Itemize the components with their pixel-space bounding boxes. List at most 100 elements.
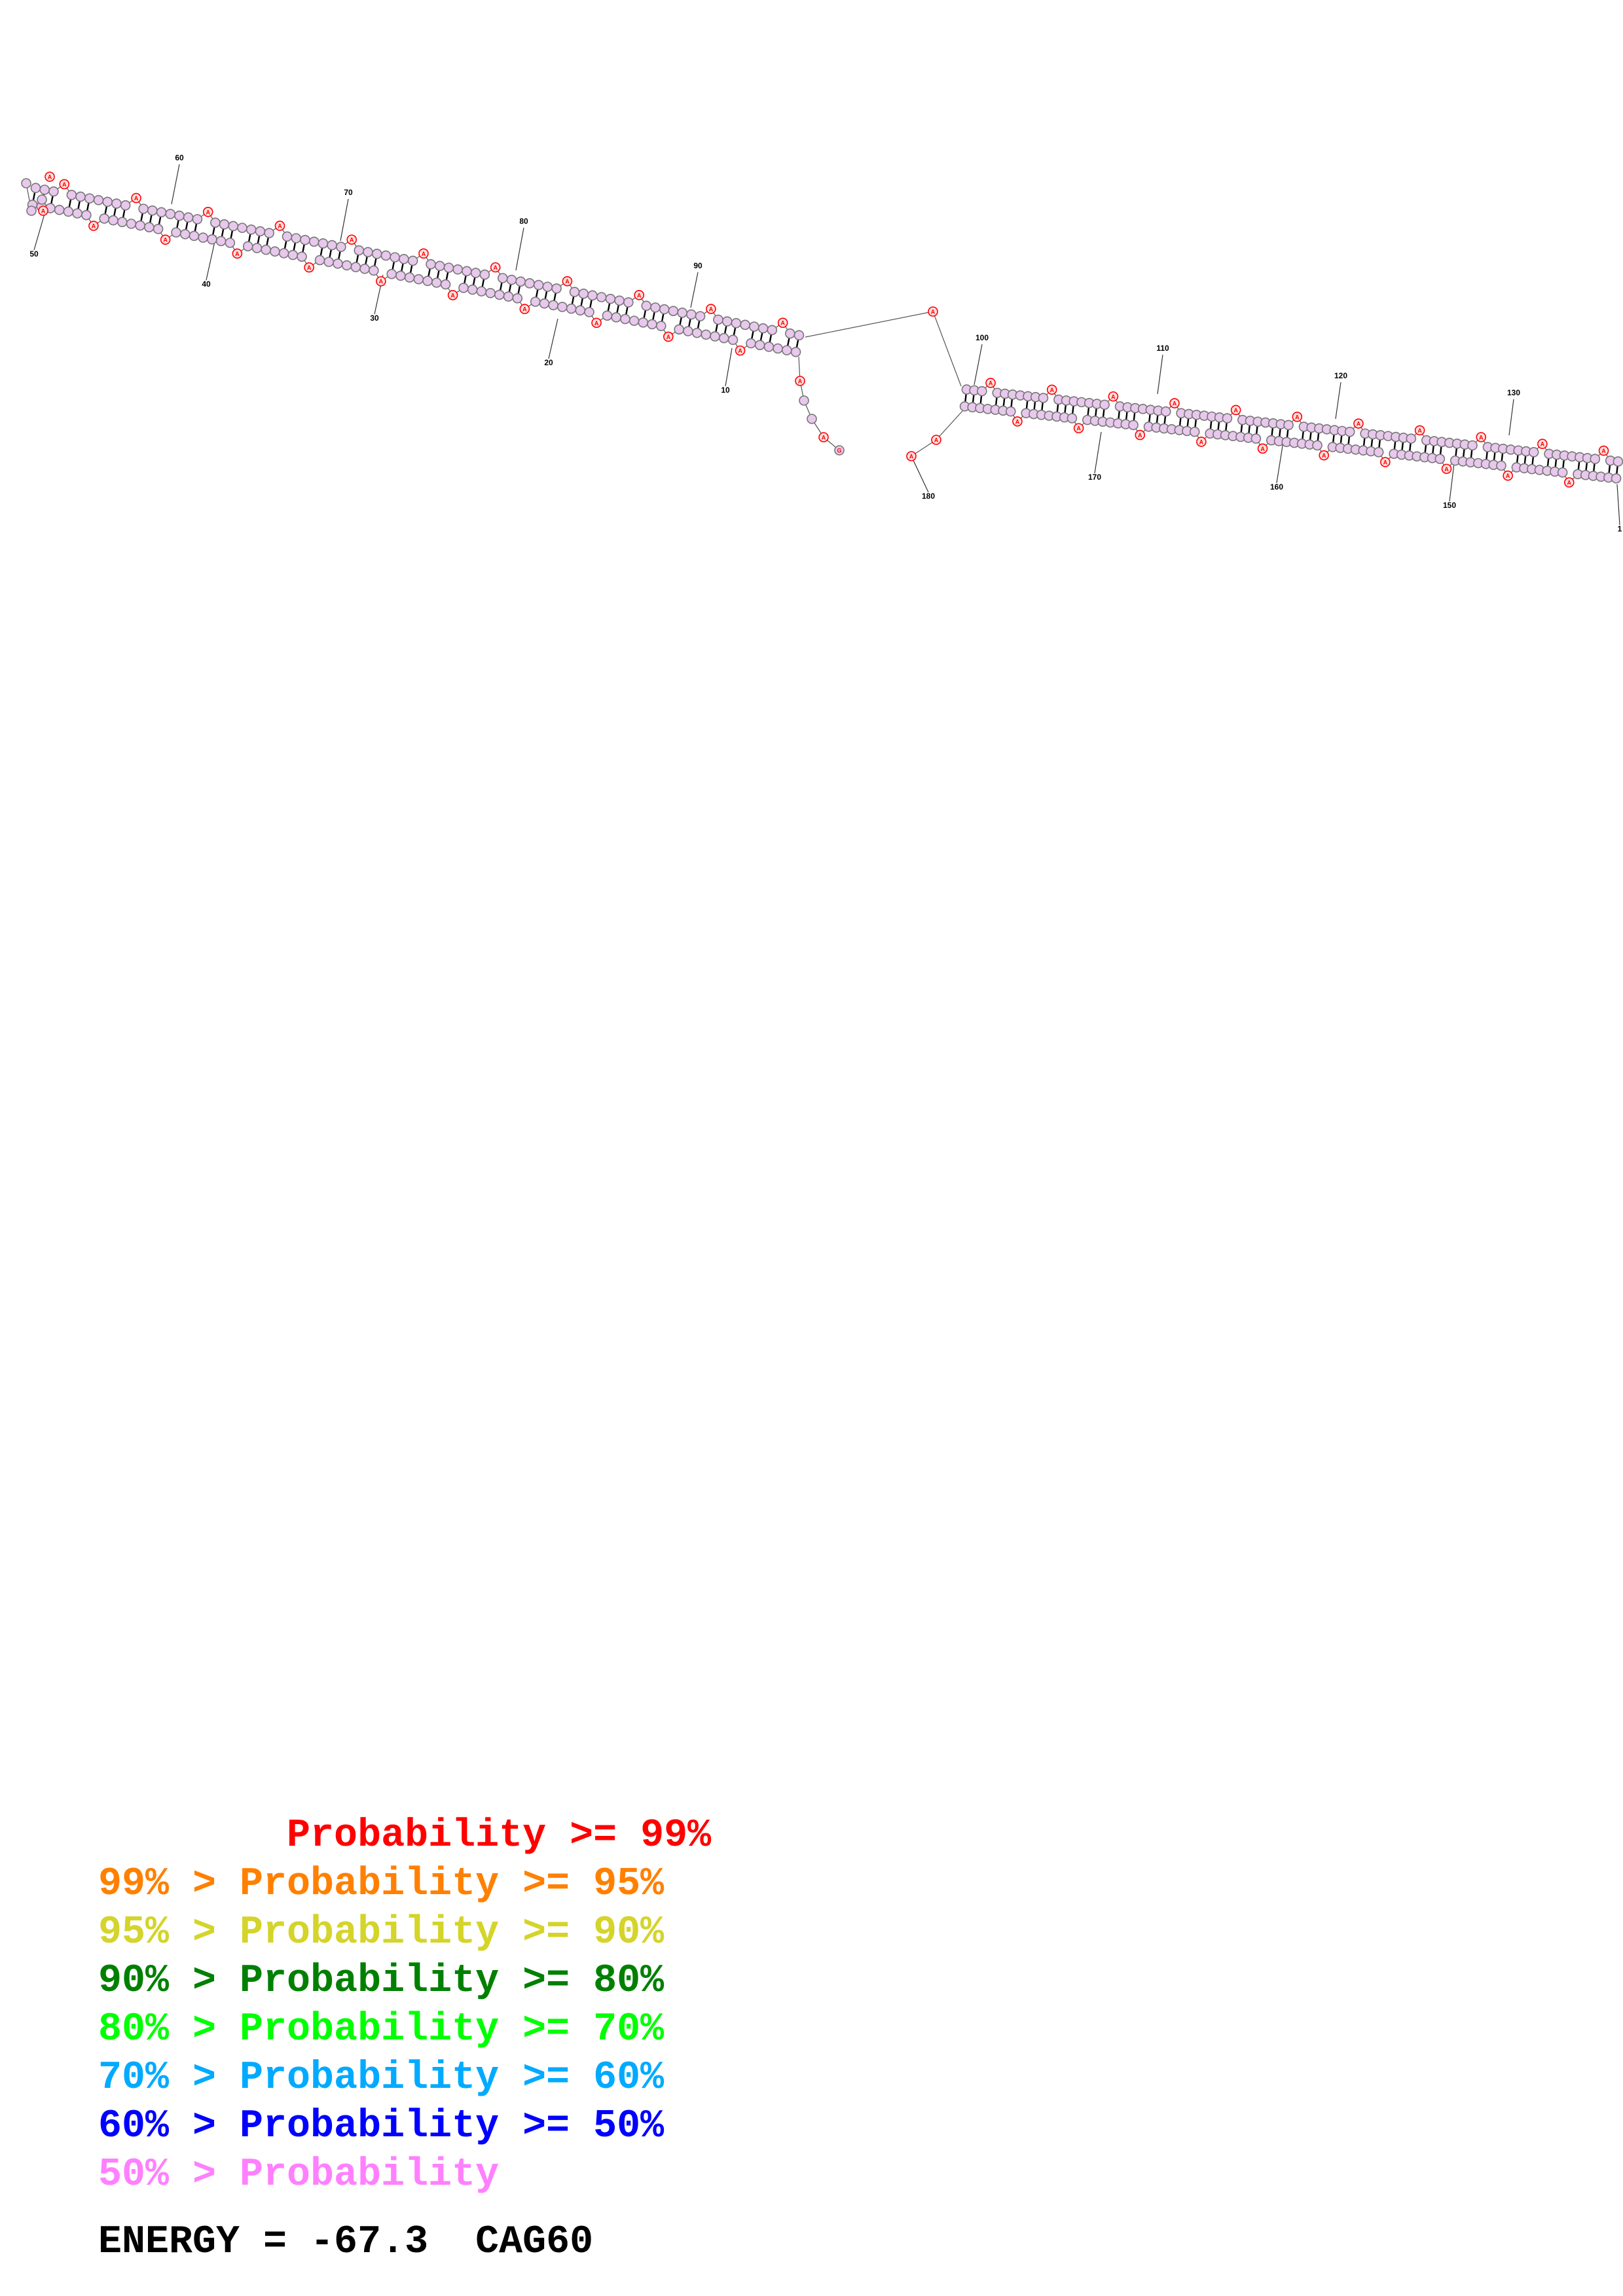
nucleotide-letter: A: [1322, 452, 1326, 459]
paired-nucleotide: [1373, 447, 1384, 457]
nucleotide-letter: A: [1138, 432, 1142, 439]
paired-nucleotide: [300, 234, 310, 245]
tick-line: [1335, 382, 1341, 420]
nucleotide-letter: A: [738, 348, 742, 354]
paired-nucleotide: [341, 260, 352, 271]
nucleotide-letter: A: [92, 223, 96, 230]
nucleotide-letter: A: [1015, 418, 1020, 425]
paired-nucleotide: [566, 303, 577, 314]
paired-nucleotide: [782, 345, 792, 355]
unpaired-nucleotide: [1108, 391, 1119, 402]
tick-line: [33, 209, 46, 251]
paired-nucleotide: [399, 253, 409, 264]
paired-nucleotide: [219, 219, 230, 230]
position-label: 60: [175, 153, 184, 162]
paired-nucleotide: [179, 228, 191, 240]
nucleotide-letter: A: [422, 251, 426, 257]
unpaired-nucleotide: [232, 248, 243, 259]
paired-nucleotide: [807, 414, 817, 424]
unpaired-nucleotide: [1292, 412, 1303, 422]
nucleotide-letter: A: [989, 380, 993, 387]
paired-nucleotide: [611, 312, 621, 323]
paired-nucleotide: [99, 213, 110, 224]
paired-nucleotide: [533, 279, 544, 291]
paired-nucleotide: [551, 283, 562, 294]
linker-segment: [805, 311, 934, 338]
position-label: 50: [29, 249, 39, 259]
position-label: 70: [344, 188, 353, 197]
unpaired-nucleotide: [1353, 418, 1364, 429]
nucleotide-letter: A: [1233, 407, 1238, 414]
paired-nucleotide: [93, 194, 104, 206]
energy-label: ENERGY = -67.3 CAG60: [98, 2220, 594, 2265]
paired-nucleotide: [515, 276, 526, 287]
unpaired-nucleotide: [777, 317, 788, 328]
paired-nucleotide: [165, 209, 176, 219]
position-label: 170: [1088, 473, 1101, 482]
nucleotide-letter: A: [1567, 480, 1572, 486]
paired-nucleotide: [710, 331, 720, 342]
paired-nucleotide: [1222, 413, 1233, 423]
paired-nucleotide: [799, 395, 809, 406]
nucleotide-letter: A: [1111, 393, 1116, 400]
legend-item: 60% > Probability >= 50%: [98, 2104, 665, 2149]
paired-nucleotide: [641, 300, 652, 312]
paired-nucleotide: [297, 251, 307, 262]
unpaired-nucleotide: [160, 234, 171, 245]
unpaired-nucleotide: [1598, 445, 1609, 456]
tick-line: [690, 272, 699, 308]
nucleotide-letter: A: [666, 334, 671, 340]
paired-nucleotide: [30, 183, 41, 194]
paired-nucleotide: [413, 274, 424, 285]
nucleotide-letter: A: [62, 181, 67, 188]
paired-nucleotide: [623, 297, 634, 308]
paired-nucleotide: [539, 298, 550, 309]
paired-nucleotide: [369, 265, 379, 276]
tick-line: [911, 456, 929, 493]
nucleotide-letter: A: [206, 209, 211, 215]
paired-nucleotide: [443, 262, 454, 273]
nucleotide-letter: A: [278, 223, 282, 229]
paired-nucleotide: [1312, 440, 1322, 451]
paired-nucleotide: [336, 242, 346, 253]
nucleotide-letter: A: [1076, 425, 1081, 432]
paired-nucleotide: [1611, 473, 1622, 484]
tick-line: [171, 164, 180, 205]
nucleotide-letter: A: [822, 435, 826, 441]
nucleotide-letter: A: [1506, 473, 1510, 479]
paired-nucleotide: [695, 311, 706, 321]
unpaired-nucleotide: [1046, 384, 1057, 395]
paired-nucleotide: [246, 224, 257, 235]
tick-line: [1508, 399, 1514, 436]
nucleotide-letter: G: [837, 448, 841, 454]
nucleotide-letter: A: [48, 174, 52, 181]
tick-line: [515, 227, 524, 271]
paired-nucleotide: [1250, 433, 1262, 444]
nucleotide-letter: A: [379, 278, 384, 285]
position-labels: 10 20 30 40 50 60 70 80 90 100 110 120 130 150 160 170 1…: [29, 153, 1622, 533]
nucleotide-letter: A: [565, 278, 570, 285]
paired-nucleotide: [54, 204, 65, 215]
paired-nucleotide: [746, 338, 756, 349]
nucleotide-letter: A: [1049, 387, 1054, 393]
paired-nucleotide: [512, 293, 523, 304]
paired-nucleotide: [363, 247, 373, 257]
paired-nucleotide: [1283, 420, 1294, 431]
unpaired-nucleotide: [1503, 470, 1513, 481]
position-label: 10: [721, 386, 730, 395]
paired-nucleotide: [587, 290, 598, 301]
paired-nucleotide: [497, 273, 508, 283]
tick-line: [974, 344, 983, 386]
paired-nucleotide: [701, 329, 712, 340]
paired-nucleotide: [677, 308, 687, 318]
position-label: 150: [1443, 501, 1456, 510]
unpaired-nucleotide: [59, 179, 70, 190]
paired-nucleotide: [215, 236, 227, 247]
paired-nucleotide: [434, 260, 445, 272]
paired-nucleotide: [503, 291, 514, 302]
unpaired-nucleotide: [1230, 404, 1241, 416]
paired-nucleotide: [1344, 426, 1355, 437]
paired-nucleotide: [318, 238, 329, 249]
paired-nucleotide: [485, 287, 496, 298]
position-label: 180: [922, 492, 935, 501]
